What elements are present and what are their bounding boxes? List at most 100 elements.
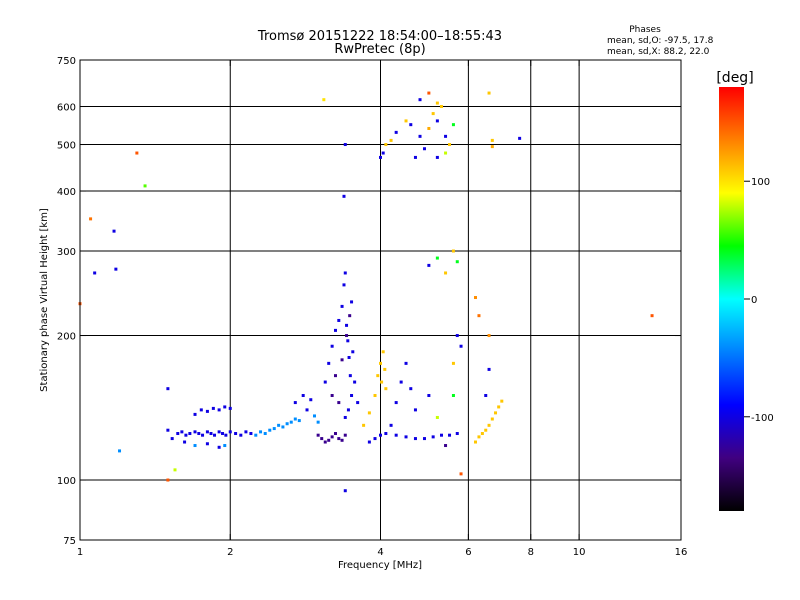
data-point	[379, 361, 382, 365]
data-point	[477, 314, 481, 318]
data-point	[197, 432, 201, 436]
data-point	[490, 417, 494, 421]
data-point	[473, 440, 477, 444]
data-point	[343, 433, 347, 437]
data-point	[170, 437, 174, 441]
data-point	[183, 440, 187, 444]
data-point	[289, 420, 293, 424]
data-point	[143, 184, 147, 188]
x-axis-label: Frequency [MHz]	[338, 560, 422, 571]
data-point	[343, 489, 347, 493]
data-point	[484, 394, 488, 398]
data-point	[435, 256, 439, 260]
data-point	[431, 112, 435, 116]
data-point	[451, 361, 455, 365]
x-tick-label: 16	[675, 547, 688, 558]
data-point	[112, 229, 116, 233]
data-point	[367, 440, 371, 444]
data-point	[320, 437, 324, 441]
chart-title: Tromsø 20151222 18:54:00–18:55:43	[257, 29, 502, 44]
stats-line-o: mean, sd,O: -97.5, 17.8	[607, 36, 714, 46]
data-point	[346, 408, 350, 412]
y-tick-label: 200	[57, 332, 76, 343]
data-point	[435, 415, 439, 419]
y-axis-ticks: 75 100 200 300 400 500 600 750	[57, 56, 681, 547]
data-point	[333, 432, 337, 436]
data-point	[205, 409, 209, 413]
data-point	[373, 394, 377, 398]
data-point	[309, 398, 313, 402]
data-point	[362, 423, 366, 427]
data-point	[435, 155, 439, 159]
data-point	[435, 119, 439, 123]
data-point	[312, 414, 316, 418]
data-point	[213, 433, 217, 437]
data-point	[380, 380, 384, 384]
data-point	[394, 401, 398, 405]
data-point	[322, 98, 326, 102]
data-point	[340, 358, 344, 362]
data-point	[379, 433, 382, 437]
data-point	[444, 134, 448, 138]
data-point	[451, 394, 455, 398]
data-point	[356, 401, 360, 405]
data-point	[268, 428, 272, 432]
data-point	[444, 271, 448, 275]
data-point	[399, 380, 403, 384]
data-point	[345, 334, 349, 338]
data-point	[333, 374, 337, 378]
data-point	[459, 344, 463, 348]
data-point	[224, 433, 228, 437]
data-point	[217, 408, 221, 412]
data-point	[221, 432, 225, 436]
data-point	[444, 151, 448, 155]
data-point	[272, 427, 276, 431]
colorbar	[719, 87, 744, 511]
data-point	[422, 147, 426, 151]
data-point	[650, 314, 654, 318]
y-tick-label: 400	[57, 187, 76, 198]
data-point	[444, 444, 448, 448]
data-point	[487, 91, 491, 95]
data-point	[297, 419, 301, 423]
data-point	[342, 194, 346, 198]
data-point	[440, 433, 444, 437]
data-point	[404, 435, 408, 439]
data-point	[384, 143, 388, 147]
data-point	[418, 98, 422, 102]
y-tick-label: 750	[57, 56, 76, 67]
x-tick-label: 8	[528, 547, 534, 558]
data-point	[337, 437, 341, 441]
data-point	[176, 432, 180, 436]
colorbar-tick-label: -100	[751, 413, 774, 424]
data-point	[343, 415, 347, 419]
data-point	[490, 145, 494, 149]
data-point	[435, 101, 439, 105]
data-point	[404, 361, 408, 365]
x-tick-label: 2	[227, 547, 233, 558]
data-point	[201, 433, 205, 437]
colorbar-tick-label: 0	[751, 295, 757, 306]
data-point	[323, 440, 327, 444]
data-point	[293, 417, 297, 421]
data-point	[427, 394, 431, 398]
data-point	[384, 432, 388, 436]
data-point	[254, 433, 258, 437]
y-axis-label: Stationary phase Virtual Height [km]	[39, 208, 50, 392]
data-point	[373, 437, 377, 441]
data-point	[418, 134, 422, 138]
data-point	[263, 432, 267, 436]
data-point	[422, 437, 426, 441]
data-point	[330, 344, 334, 348]
scatter-points	[78, 91, 654, 493]
data-point	[323, 380, 327, 384]
data-point	[383, 367, 387, 371]
data-point	[188, 432, 192, 436]
data-point	[347, 355, 351, 359]
data-point	[350, 300, 354, 304]
colorbar-ticks: 100 0 -100	[744, 177, 774, 424]
data-point	[173, 468, 177, 472]
data-point	[193, 430, 197, 434]
data-point	[459, 472, 463, 476]
data-point	[413, 155, 417, 159]
